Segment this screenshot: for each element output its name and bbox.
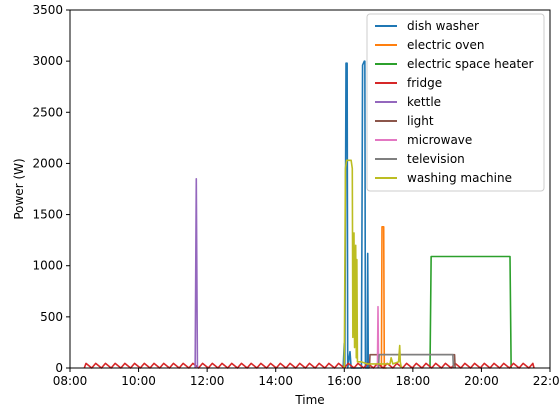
series-line-microwave [376,305,380,369]
x-tick-label: 22:00 [533,374,559,388]
series-line-washing-machine [343,159,403,369]
legend-box [366,13,545,192]
x-tick-label: 20:00 [464,374,499,388]
y-tick-label: 0 [55,361,63,375]
legend-label: dish washer [407,19,479,33]
legend-items: dish washer electric oven electric space h… [375,19,534,185]
legend-label: light [407,114,434,128]
y-axis-label: Power (W) [12,158,26,219]
series-line-electric-space-heater [429,255,512,369]
x-tick-label: 18:00 [396,374,431,388]
y-tick-label: 1000 [32,259,63,273]
y-tick-label: 2500 [32,105,63,119]
legend: dish washer electric oven electric space h… [366,13,545,192]
series-line-electric-oven [380,226,387,369]
x-tick-label: 14:00 [258,374,293,388]
y-tick-label: 3500 [32,3,63,17]
legend-label: television [407,152,465,166]
x-tick-label: 08:00 [53,374,88,388]
series-line-kettle [194,177,199,369]
legend-label: electric oven [407,38,485,52]
x-axis-ticks: 08:00 10:00 12:00 14:00 16:00 18:00 20:00 22:00 [53,368,559,388]
y-axis-ticks: 0 500 1000 1500 2000 2500 3000 3500 [32,3,70,375]
y-tick-label: 500 [40,310,63,324]
legend-label: kettle [407,95,441,109]
legend-label: microwave [407,133,472,147]
x-axis-label: Time [294,393,324,407]
legend-label: washing machine [407,171,512,185]
plot-frame [69,9,551,369]
y-tick-label: 2000 [32,156,63,170]
series-line-fridge [83,362,535,369]
x-tick-label: 12:00 [190,374,225,388]
legend-label: fridge [407,76,442,90]
x-tick-label: 10:00 [121,374,156,388]
legend-label: electric space heater [407,57,534,71]
series-line-television [377,353,455,369]
y-tick-label: 1500 [32,208,63,222]
y-tick-label: 3000 [32,54,63,68]
x-tick-label: 16:00 [327,374,362,388]
